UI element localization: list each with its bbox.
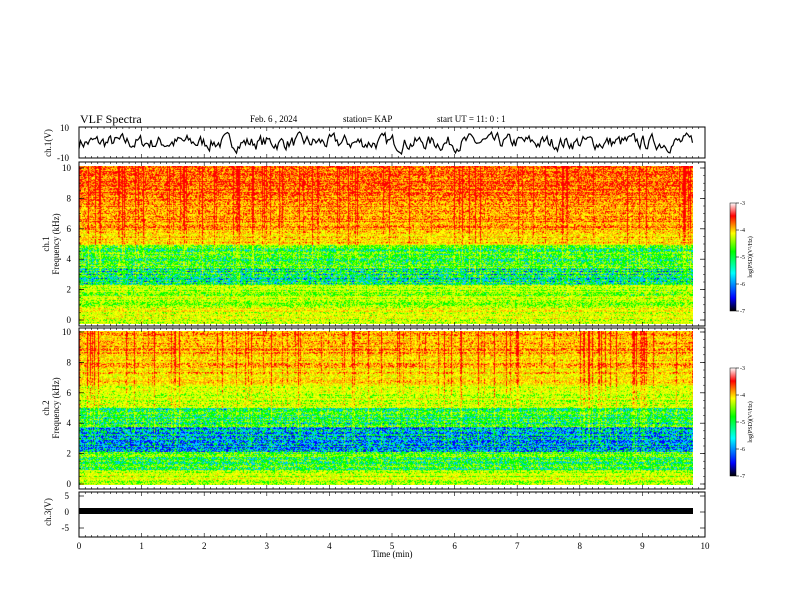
ch2-channel-text: ch.2 xyxy=(41,400,51,415)
ch1-ytick-bottom: -10 xyxy=(57,153,69,163)
start-time-label: start UT = 11: 0 : 1 xyxy=(437,114,506,124)
y-tick-label: -5 xyxy=(62,523,70,533)
y-tick-label: 4 xyxy=(67,254,72,264)
ch3-wave-ylabel: ch.3(V) xyxy=(43,498,53,526)
ch1-waveform-panel: 10 -10 ch.1(V) xyxy=(43,123,706,163)
ch1-channel-label: ch.1 xyxy=(41,236,51,251)
ch3-waveform-panel: 5 0 -5 ch.3(V) 0 1 2 3 4 5 6 7 8 9 10 Time (min) xyxy=(43,491,710,559)
x-tick-label: 3 xyxy=(265,541,270,551)
x-tick-label: 4 xyxy=(327,541,332,551)
y-tick-label: 4 xyxy=(67,418,72,428)
colorbar-tick-label: -3 xyxy=(740,366,745,372)
colorbar-tick-label: -4 xyxy=(740,393,745,399)
ch3-yticks: 5 0 -5 xyxy=(62,491,705,533)
x-tick-label: 6 xyxy=(452,541,457,551)
ch2-colorbar-ticks: -3 -4 -5 -6 -7 xyxy=(736,366,745,480)
ch1-waveform-line xyxy=(78,130,694,156)
ch1-waveform-xticks xyxy=(78,127,706,158)
x-tick-label: 8 xyxy=(578,541,583,551)
ch1-freq-text: Frequency (kHz) xyxy=(51,213,61,274)
colorbar-tick-label: -3 xyxy=(740,201,745,207)
y-tick-label: 6 xyxy=(67,388,72,398)
x-tick-label: 1 xyxy=(139,541,144,551)
colorbar-tick-label: -5 xyxy=(740,420,745,426)
colorbar-tick-label: -7 xyxy=(740,309,745,315)
ch1-colorbar-ticks: -3 -4 -5 -6 -7 xyxy=(736,201,745,315)
spectrogram-raster xyxy=(79,166,693,324)
colorbar-tick-label: -4 xyxy=(740,228,745,234)
colorbar-tick-label: -5 xyxy=(740,255,745,261)
x-tick-label: 0 xyxy=(77,541,82,551)
y-tick-label: 10 xyxy=(62,163,72,173)
x-tick-label: 2 xyxy=(202,541,207,551)
x-tick-label: 7 xyxy=(515,541,520,551)
y-tick-label: 6 xyxy=(67,224,72,234)
y-tick-label: 2 xyxy=(67,449,72,459)
ch2-spectrogram-image xyxy=(79,331,693,485)
y-tick-label: 8 xyxy=(67,193,72,203)
date-label: Feb. 6 , 2024 xyxy=(250,114,298,124)
ch1-freq-label: Frequency (kHz) xyxy=(51,213,61,274)
spectrogram-raster xyxy=(79,331,693,485)
time-axis-ticklabels: 0 1 2 3 4 5 6 7 8 9 10 xyxy=(77,541,710,551)
colorbar-tick-label: -6 xyxy=(740,282,745,288)
x-tick-label: 10 xyxy=(701,541,711,551)
ch2-freq-text: Frequency (kHz) xyxy=(51,377,61,438)
ch2-freq-label: Frequency (kHz) xyxy=(51,377,61,438)
y-tick-label: 0 xyxy=(67,479,72,489)
ch1-channel-text: ch.1 xyxy=(41,236,51,251)
y-tick-label: 5 xyxy=(65,491,70,501)
ch2-colorbar xyxy=(729,367,737,477)
y-tick-label: 8 xyxy=(67,357,72,367)
ch1-spectrogram-image xyxy=(79,166,693,324)
ch2-spectrogram-xticks xyxy=(78,328,706,489)
time-axis-label: Time (min) xyxy=(372,549,413,559)
ch2-freq-yticks: 0 2 4 6 8 10 xyxy=(62,327,705,489)
y-tick-label: 0 xyxy=(65,507,70,517)
ch2-channel-label: ch.2 xyxy=(41,400,51,415)
x-tick-label: 5 xyxy=(390,541,395,551)
ch1-colorbar xyxy=(729,202,737,312)
ch2-colorbar-label: log(PSD)(V²/Hz) xyxy=(747,401,754,442)
ch1-ytick-top: 10 xyxy=(60,123,70,133)
ch3-waveform-band xyxy=(79,508,693,514)
colorbar-tick-label: -6 xyxy=(740,447,745,453)
ch1-spectrogram-xticks xyxy=(78,162,706,326)
station-label: station= KAP xyxy=(343,114,392,124)
colorbar-tick-label: -7 xyxy=(740,474,745,480)
x-tick-label: 9 xyxy=(640,541,645,551)
y-tick-label: 0 xyxy=(67,315,72,325)
y-tick-label: 10 xyxy=(62,327,72,337)
figure-title: VLF Spectra xyxy=(80,112,142,126)
ch1-freq-yticks: 0 2 4 6 8 10 xyxy=(62,163,705,325)
y-tick-label: 2 xyxy=(67,285,72,295)
ch3-waveform-frame xyxy=(78,491,706,538)
ch1-wave-ylabel: ch.1(V) xyxy=(43,129,53,157)
ch1-colorbar-label: log(PSD)(V²/Hz) xyxy=(747,236,754,277)
ch3-xticks xyxy=(78,492,706,537)
